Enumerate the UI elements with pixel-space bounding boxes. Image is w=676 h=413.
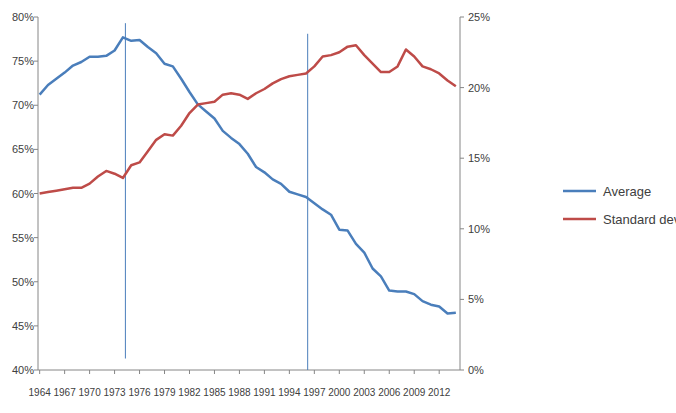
y-tick-label: 40%: [12, 364, 34, 376]
x-tick: [364, 370, 365, 374]
x-tick: [89, 370, 90, 374]
y-tick-label: 75%: [12, 55, 34, 67]
legend-label: Standard deviation: [603, 212, 676, 227]
x-tick-label: 2012: [428, 387, 451, 398]
x-tick-label: 2009: [403, 387, 426, 398]
y2-tick: [460, 17, 464, 18]
y2-tick-label: 10%: [468, 223, 490, 235]
legend-swatch: [563, 190, 596, 193]
x-tick: [414, 370, 415, 374]
y2-tick: [460, 87, 464, 88]
x-tick-label: 1979: [153, 387, 176, 398]
y-tick: [34, 17, 38, 18]
x-tick-label: 1991: [253, 387, 276, 398]
y2-axis-line: [460, 17, 461, 370]
y2-tick-label: 0%: [468, 364, 484, 376]
y-tick: [34, 237, 38, 238]
y-tick: [34, 370, 38, 371]
series-line: [40, 45, 456, 193]
x-tick-label: 1988: [228, 387, 251, 398]
y-tick-label: 80%: [12, 11, 34, 23]
reference-line: [125, 23, 126, 358]
legend-label: Average: [603, 184, 651, 199]
y-tick-label: 50%: [12, 276, 34, 288]
x-tick: [264, 370, 265, 374]
y2-tick-label: 25%: [468, 11, 490, 23]
y2-tick: [460, 158, 464, 159]
x-tick: [64, 370, 65, 374]
x-tick: [189, 370, 190, 374]
y-tick-label: 45%: [12, 320, 34, 332]
x-tick-label: 1976: [128, 387, 151, 398]
y-tick: [34, 325, 38, 326]
chart: 40% 45% 50% 55% 60% 65% 70% 75% 80% 0% 5% 10% 15% 20%…: [0, 0, 676, 413]
y-tick: [34, 105, 38, 106]
x-tick-label: 1982: [178, 387, 201, 398]
y2-tick: [460, 299, 464, 300]
x-tick-label: 1994: [278, 387, 301, 398]
x-tick-label: 1985: [203, 387, 226, 398]
x-tick: [314, 370, 315, 374]
x-tick: [339, 370, 340, 374]
y-tick: [34, 193, 38, 194]
y2-tick-label: 15%: [468, 152, 490, 164]
x-tick-label: 1964: [29, 387, 52, 398]
x-tick-label: 1970: [78, 387, 101, 398]
x-tick: [39, 370, 40, 374]
series-line: [40, 37, 456, 313]
y2-tick-label: 5%: [468, 293, 484, 305]
x-axis-line: [38, 370, 460, 371]
y-tick-label: 55%: [12, 232, 34, 244]
plot-area: [40, 23, 456, 370]
y-tick-label: 70%: [12, 99, 34, 111]
y-tick: [34, 281, 38, 282]
x-tick-label: 1997: [303, 387, 326, 398]
x-tick: [114, 370, 115, 374]
y2-tick: [460, 228, 464, 229]
x-tick-label: 1967: [54, 387, 77, 398]
y-tick: [34, 61, 38, 62]
y-tick-label: 60%: [12, 188, 34, 200]
x-tick: [239, 370, 240, 374]
y2-tick-label: 20%: [468, 82, 490, 94]
x-tick: [289, 370, 290, 374]
x-tick: [389, 370, 390, 374]
x-tick: [214, 370, 215, 374]
y-tick: [34, 149, 38, 150]
x-tick: [139, 370, 140, 374]
x-tick: [439, 370, 440, 374]
x-tick-label: 1973: [103, 387, 126, 398]
x-tick-label: 2003: [353, 387, 376, 398]
reference-line: [307, 34, 308, 370]
x-tick-label: 2000: [328, 387, 351, 398]
x-tick: [164, 370, 165, 374]
legend-swatch: [563, 218, 596, 221]
y2-tick: [460, 370, 464, 371]
x-tick-label: 2006: [378, 387, 401, 398]
y-tick-label: 65%: [12, 143, 34, 155]
